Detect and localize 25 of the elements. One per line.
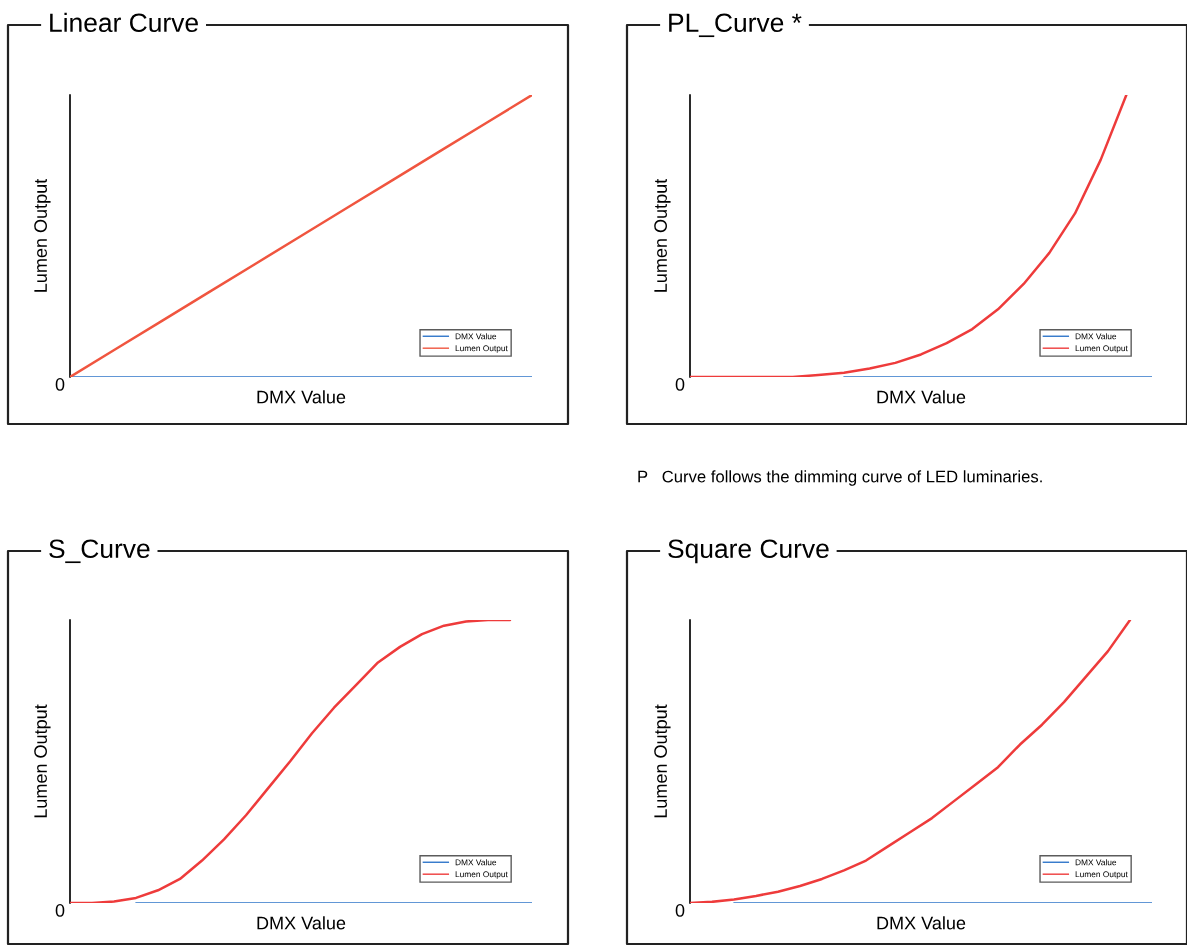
- y-axis-title: Lumen Output: [654, 704, 671, 818]
- chart-title: PL_Curve *: [669, 13, 802, 38]
- text: 0: [675, 378, 685, 391]
- text: P Curve follows the dimming curve of LED luminaries.: [638, 470, 1042, 486]
- legend-label: DMX Value: [455, 859, 497, 866]
- legend-label: DMX Value: [1075, 859, 1117, 866]
- legend-label: Lumen Output: [1075, 345, 1128, 353]
- legend-label: DMX Value: [1075, 333, 1117, 340]
- chart-title: Linear Curve: [50, 12, 198, 33]
- legend-label: Lumen Output: [455, 345, 508, 353]
- x-axis-title: DMX Value: [257, 916, 346, 930]
- x-axis-title: DMX Value: [877, 916, 966, 930]
- chart-title: S_Curve: [49, 539, 150, 564]
- text: 0: [675, 904, 685, 917]
- legend-label: DMX Value: [455, 333, 497, 340]
- x-axis-title: DMX Value: [877, 390, 966, 404]
- text: 0: [55, 904, 65, 917]
- text: 0: [55, 378, 65, 391]
- y-axis-title: Lumen Output: [34, 704, 51, 818]
- legend-label: Lumen Output: [1075, 871, 1128, 879]
- legend-label: Lumen Output: [455, 871, 508, 879]
- y-axis-title: Lumen Output: [654, 178, 671, 292]
- x-axis-title: DMX Value: [257, 390, 346, 404]
- y-axis-title: Lumen Output: [34, 178, 51, 292]
- chart-title: Square Curve: [668, 539, 829, 564]
